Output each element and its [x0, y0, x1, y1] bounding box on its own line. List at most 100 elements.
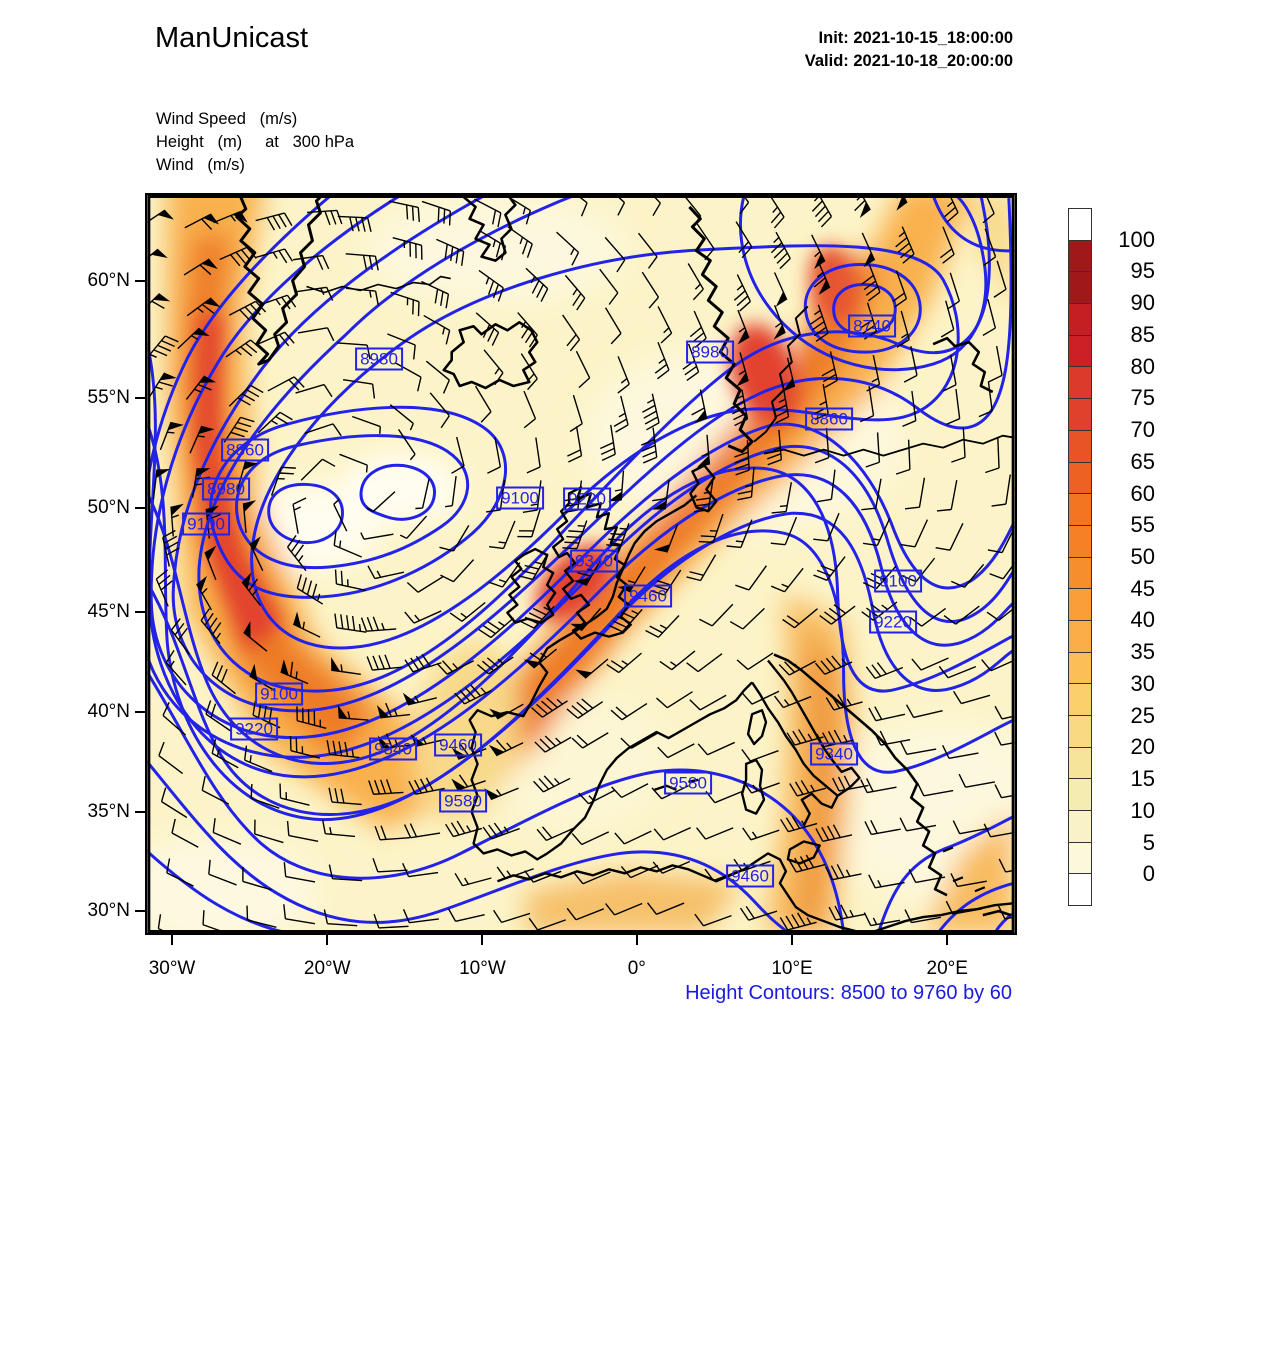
colorbar-label: 55 — [1130, 512, 1155, 538]
colorbar-cell — [1069, 811, 1091, 843]
height-contours — [147, 195, 1015, 933]
colorbar-cell — [1069, 494, 1091, 526]
colorbar-label: 10 — [1130, 797, 1155, 823]
map-frame — [147, 195, 1015, 933]
y-tick — [135, 396, 145, 399]
contour-label: 9580 — [439, 789, 487, 813]
contour-caption: Height Contours: 8500 to 9760 by 60 — [685, 982, 1012, 1004]
y-tick — [135, 611, 145, 614]
colorbar-cell — [1069, 430, 1091, 463]
y-tick-label: 35°N — [87, 800, 130, 822]
colorbar-cell — [1069, 399, 1091, 431]
colorbar-cell — [1069, 304, 1091, 336]
y-tick-label: 55°N — [87, 386, 130, 408]
colorbar-label: 80 — [1130, 353, 1155, 379]
y-tick-label: 30°N — [87, 900, 130, 922]
contour-label: 9100 — [496, 486, 544, 510]
y-tick — [135, 710, 145, 713]
colorbar-cell — [1069, 209, 1091, 241]
y-tick — [135, 507, 145, 510]
y-tick-label: 60°N — [87, 270, 130, 292]
map-canvas — [147, 195, 1015, 933]
colorbar-label: 0 — [1142, 861, 1155, 887]
colorbar-label: 100 — [1118, 226, 1155, 252]
colorbar-label: 70 — [1130, 417, 1155, 443]
contour-label: 8980 — [202, 477, 250, 501]
wind-speed-shading — [147, 195, 1015, 933]
x-tick-label: 10°W — [459, 958, 506, 979]
coastlines — [235, 195, 1015, 933]
contour-label: 9340 — [369, 737, 417, 761]
colorbar-cell — [1069, 367, 1091, 400]
init-time: Init: 2021-10-15_18:00:00 — [818, 29, 1013, 47]
colorbar-label: 90 — [1130, 290, 1155, 316]
x-tick — [326, 935, 329, 945]
colorbar-cell — [1069, 525, 1091, 558]
y-tick-label: 45°N — [87, 601, 130, 623]
colorbar-cell — [1069, 557, 1091, 590]
colorbar-cell — [1069, 240, 1091, 273]
colorbar-cell — [1069, 716, 1091, 748]
colorbar-cell — [1069, 272, 1091, 305]
x-tick — [635, 935, 638, 945]
contour-label: 9340 — [810, 742, 858, 766]
colorbar-label: 45 — [1130, 575, 1155, 601]
colorbar-label: 75 — [1130, 385, 1155, 411]
y-tick — [135, 810, 145, 813]
contour-label: 8860 — [805, 407, 853, 431]
x-tick — [946, 935, 949, 945]
contour-label: 8980 — [355, 347, 403, 371]
contour-label: 8740 — [848, 314, 896, 338]
colorbar-cell — [1069, 747, 1091, 780]
x-tick — [171, 935, 174, 945]
y-tick-label: 40°N — [87, 700, 130, 722]
contour-label: 9460 — [726, 864, 774, 888]
colorbar-cell — [1069, 335, 1091, 368]
colorbar-cell — [1069, 652, 1091, 685]
x-tick-label: 20°W — [303, 958, 351, 979]
valid-time: Valid: 2021-10-18_20:00:00 — [804, 52, 1013, 70]
colorbar-label: 5 — [1142, 829, 1155, 855]
colorbar-label: 40 — [1130, 607, 1155, 633]
colorbar-label: 30 — [1130, 670, 1155, 696]
colorbar — [1068, 208, 1092, 906]
contour-label: 8860 — [221, 438, 269, 462]
x-tick-label: 20°E — [926, 958, 968, 979]
contour-label: 9460 — [624, 584, 672, 608]
colorbar-cell — [1069, 779, 1091, 812]
contour-label: 8980 — [686, 340, 734, 364]
colorbar-label: 95 — [1130, 258, 1155, 284]
colorbar-label: 50 — [1130, 544, 1155, 569]
colorbar-cell — [1069, 684, 1091, 716]
colorbar-label: 85 — [1130, 321, 1155, 347]
colorbar-label: 20 — [1130, 734, 1155, 760]
colorbar-label: 60 — [1130, 480, 1155, 506]
colorbar-cell — [1069, 874, 1091, 906]
contour-label: 9100 — [874, 569, 922, 593]
x-tick-label: 10°E — [771, 958, 813, 979]
run-timestamps: Init: 2021-10-15_18:00:00 Valid: 2021-10… — [805, 27, 1013, 73]
y-tick-label: 50°N — [87, 497, 130, 519]
contour-label: 9580 — [664, 771, 712, 795]
x-tick-label: 0° — [627, 958, 646, 979]
y-tick — [135, 910, 145, 913]
colorbar-label: 25 — [1130, 702, 1155, 728]
colorbar-label: 15 — [1130, 766, 1155, 792]
colorbar-cell — [1069, 842, 1091, 875]
x-tick-label: 30°W — [148, 958, 196, 979]
contour-label: 9100 — [255, 682, 303, 706]
y-tick — [135, 280, 145, 283]
wind-barbs — [147, 195, 1015, 933]
x-tick — [481, 935, 484, 945]
contour-label: 9220 — [869, 610, 917, 634]
contour-label: 9220 — [563, 487, 611, 511]
contour-label: 9460 — [434, 733, 482, 757]
contour-label: 9340 — [570, 549, 618, 573]
colorbar-cell — [1069, 589, 1091, 621]
contour-label: 9100 — [182, 512, 230, 536]
colorbar-cell — [1069, 620, 1091, 653]
colorbar-label: 65 — [1130, 448, 1155, 474]
x-tick — [791, 935, 794, 945]
colorbar-label: 35 — [1130, 639, 1155, 665]
weather-map: 8980 8980 8740 8860 8860 8980 9100 9100 9220 9340… — [145, 193, 1017, 935]
